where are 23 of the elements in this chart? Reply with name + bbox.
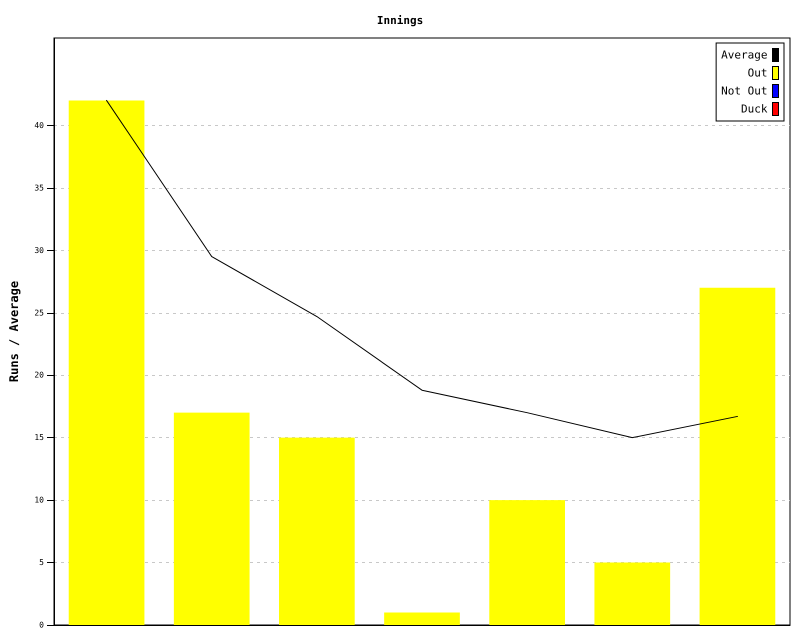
bar (700, 288, 776, 625)
legend-label: Average (721, 48, 768, 62)
line-series (106, 100, 738, 438)
y-tick-label: 30 (34, 246, 44, 255)
chart-title: Innings (376, 14, 424, 27)
y-tick-label: 35 (34, 183, 44, 192)
bar (174, 412, 250, 625)
y-tick-label: 5 (39, 558, 44, 568)
legend-label: Out (748, 66, 768, 80)
legend-label: Not Out (721, 84, 768, 98)
y-tick-label: 25 (34, 308, 44, 318)
bar (279, 438, 355, 625)
bar (489, 500, 565, 625)
y-tick-label: 0 (39, 620, 44, 630)
bar (68, 100, 144, 625)
y-axis-title: Runs / Average (7, 280, 21, 382)
y-tick-label: 15 (34, 433, 44, 442)
bar (594, 562, 670, 625)
y-tick-label: 20 (34, 370, 44, 380)
y-tick-label: 10 (34, 496, 44, 505)
y-tick-label: 40 (34, 120, 44, 130)
bar (384, 612, 460, 625)
legend-label: Duck (741, 102, 768, 116)
